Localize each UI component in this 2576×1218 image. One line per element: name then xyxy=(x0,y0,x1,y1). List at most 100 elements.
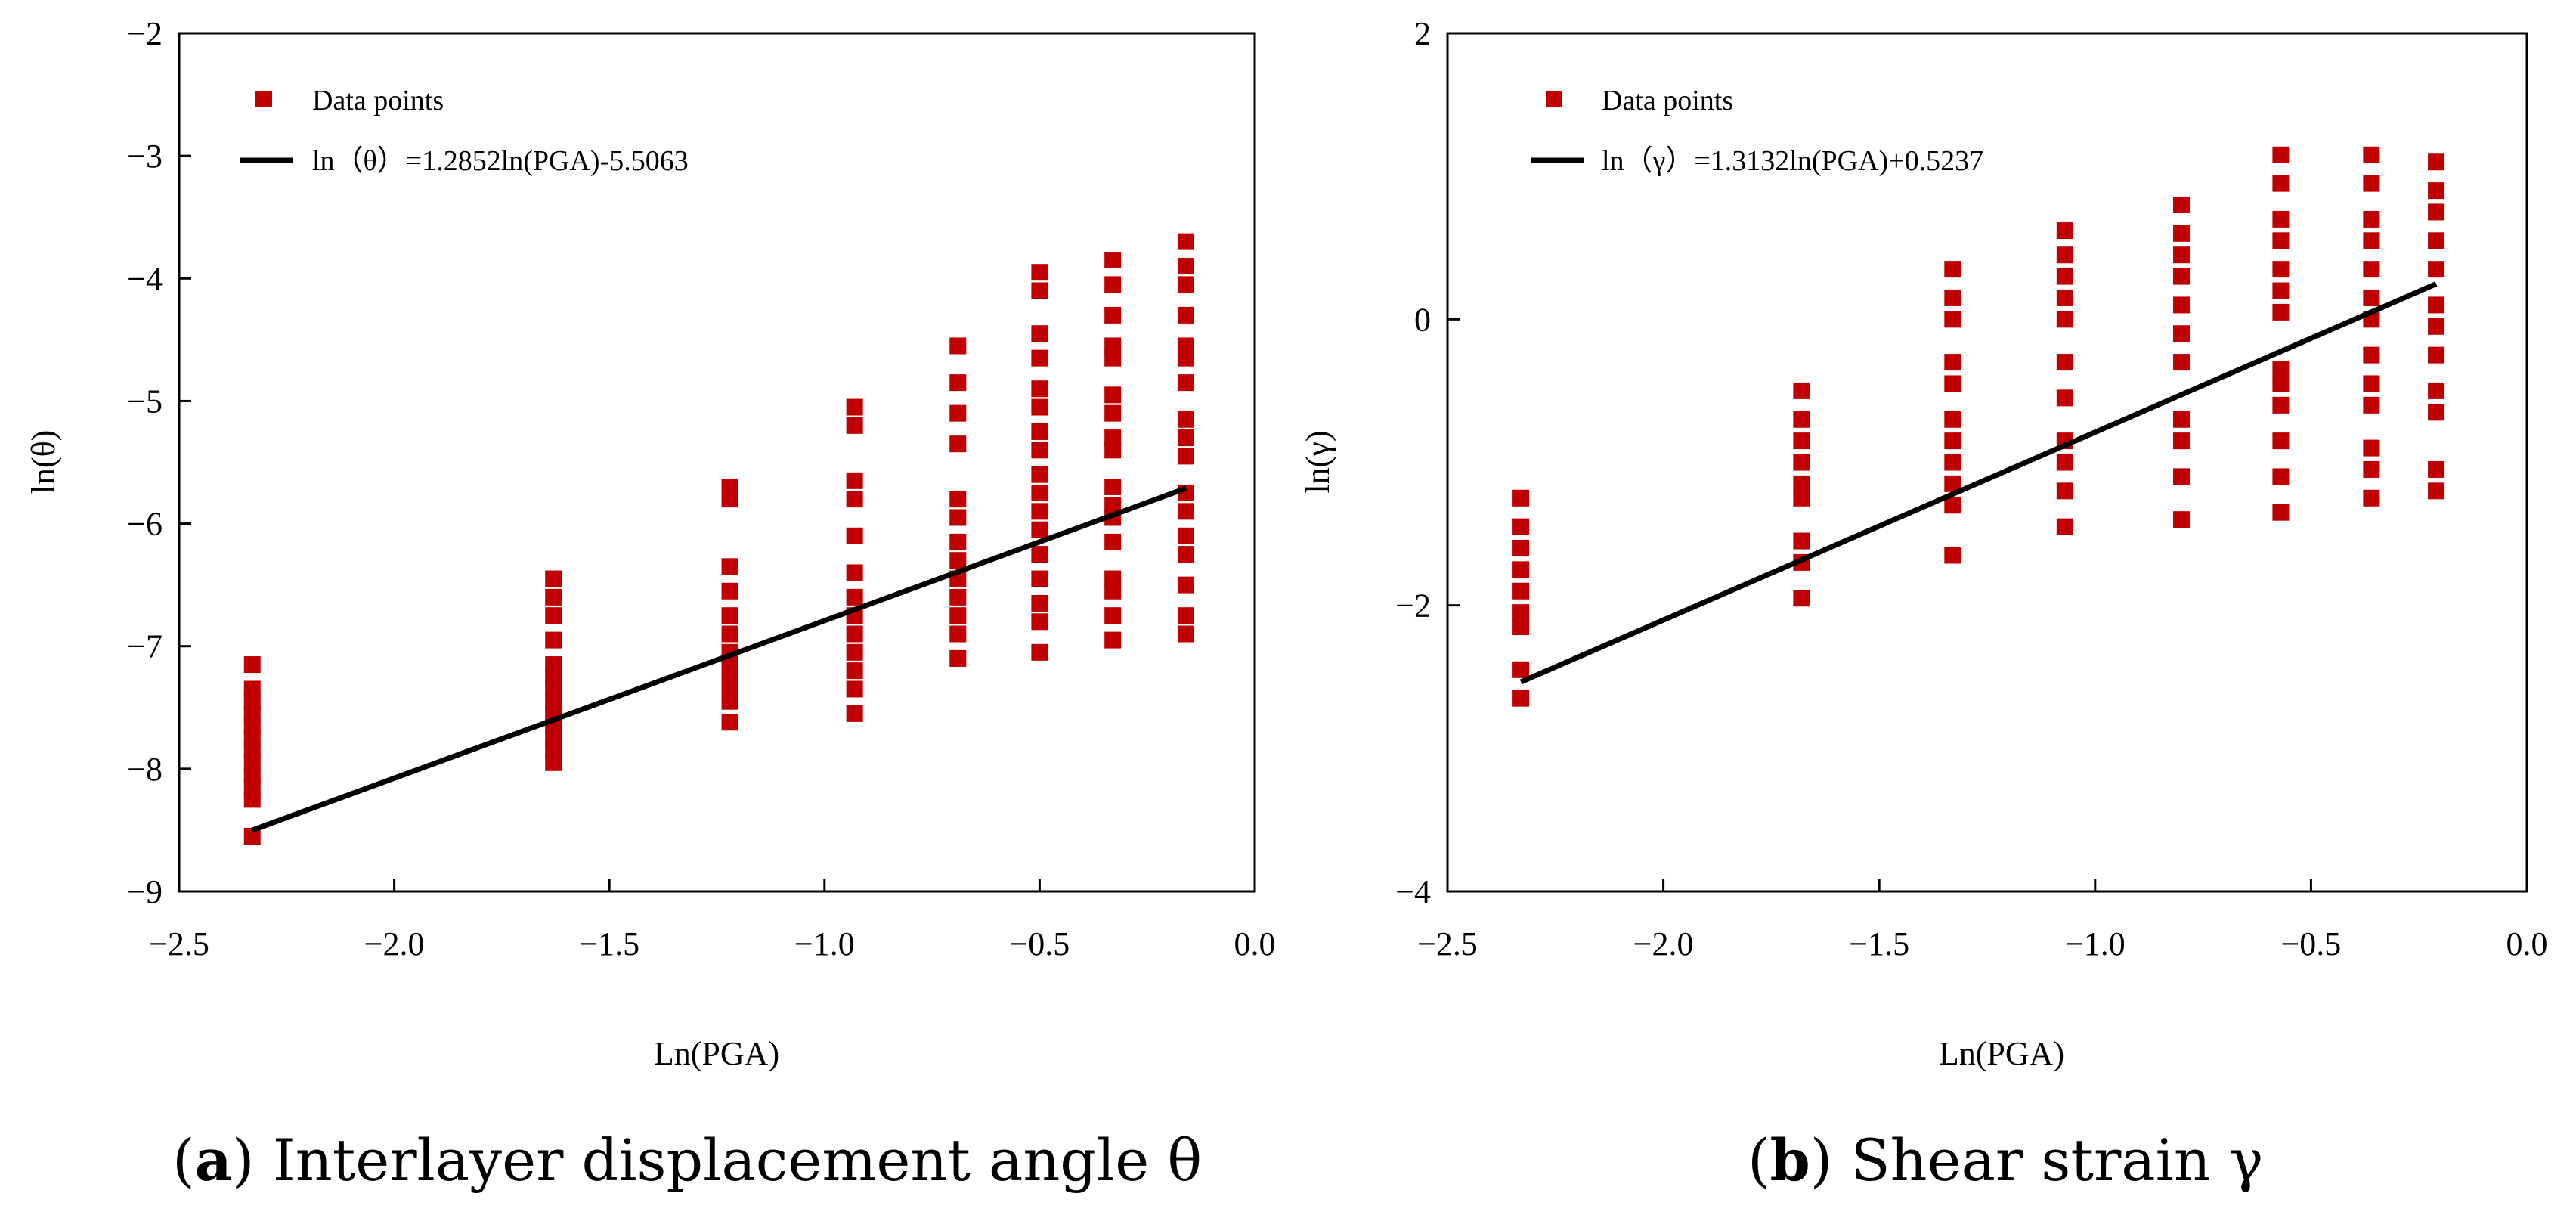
panel-a-data-point xyxy=(1177,374,1194,392)
panel-a-data-point xyxy=(1177,306,1194,324)
panel-a-data-point xyxy=(949,625,967,643)
panel-b-data-point xyxy=(2363,175,2380,192)
panel-a-data-point xyxy=(1031,282,1048,299)
panel-a-data-point xyxy=(1031,485,1048,502)
panel-a-x-tick-label: −2.0 xyxy=(364,925,425,962)
panel-b-data-point xyxy=(2428,296,2445,314)
panel-a-data-point xyxy=(1177,576,1194,594)
panel-a-data-point xyxy=(545,631,562,649)
panel-b-data-point xyxy=(1512,582,1530,600)
panel-a-legend-line-label: ln（θ）=1.2852ln(PGA)-5.5063 xyxy=(312,145,689,177)
panel-b-data-point xyxy=(2428,153,2445,171)
panel-b-data-point xyxy=(1512,540,1530,556)
panel-b-data-point xyxy=(1944,261,1961,278)
panel-b-data-point xyxy=(1944,354,1961,371)
panel-b-data-point xyxy=(2363,346,2380,364)
panel-a-data-point xyxy=(846,625,863,643)
panel-a-data-point xyxy=(1177,625,1194,643)
panel-a-data-point xyxy=(1104,442,1122,459)
panel-b-data-point xyxy=(2272,468,2290,485)
panel-a-data-point xyxy=(1177,411,1194,428)
panel-a-data-point xyxy=(846,662,863,680)
panel-a-data-point xyxy=(1031,521,1048,538)
panel-b-data-point xyxy=(1793,532,1810,550)
panel-a-y-tick-label: −3 xyxy=(127,138,163,175)
panel-b-caption-text: Shear strain γ xyxy=(1832,1127,2264,1194)
panel-a-data-point xyxy=(1104,251,1122,268)
panel-b-data-point xyxy=(2272,175,2290,192)
panel-a-data-point xyxy=(1177,429,1194,447)
panel-b-data-point xyxy=(2272,210,2290,228)
panel-a-y-axis: −9 −8 −7 −6 −5 −4 −3 −2 xyxy=(127,15,191,910)
panel-a-data-point xyxy=(846,680,863,698)
panel-b-data-point xyxy=(2056,354,2073,371)
panel-b-data-point xyxy=(2363,460,2380,478)
panel-b-data-point xyxy=(2173,432,2191,450)
panel-b-x-axis-label: Ln(PGA) xyxy=(1939,1035,2064,1072)
panel-b-data-point xyxy=(1793,489,1810,507)
panel-a-x-tick-label: −1.5 xyxy=(579,925,639,962)
panel-a-data-point xyxy=(949,404,967,422)
panel-b-data-point xyxy=(2173,197,2191,213)
panel-b-data-point xyxy=(2363,146,2380,163)
panel-b-data-point xyxy=(1793,382,1810,399)
panel-a-y-tick-label: −7 xyxy=(127,628,163,665)
panel-b-caption: (b) Shear strain γ xyxy=(1748,1127,2264,1194)
panel-b-data-point xyxy=(2363,375,2380,392)
panel-b-data-point xyxy=(2428,382,2445,399)
panel-b-data-point xyxy=(2428,404,2445,421)
panel-a-data-point xyxy=(1031,503,1048,520)
panel-a-x-axis: −2.5 −2.0 −1.5 −1.0 −0.5 0.0 xyxy=(149,879,1276,962)
panel-a-fit-line-group xyxy=(251,485,1187,833)
panel-b-data-point xyxy=(1793,432,1810,450)
panel-a-data-point xyxy=(1104,386,1122,404)
panel-a-data-point xyxy=(545,607,562,624)
panel-b-y-tick-label: 2 xyxy=(1414,15,1431,52)
panel-b-data-point xyxy=(2056,311,2073,328)
panel-a-data-point xyxy=(1177,607,1194,624)
panel-a-y-tick-label: −4 xyxy=(127,260,163,297)
panel-a-data-point xyxy=(1104,306,1122,324)
panel-a-data-point xyxy=(1031,546,1048,563)
panel-b-data-point xyxy=(1944,375,1961,392)
panel-b-legend: Data points ln（γ）=1.3132ln(PGA)+0.5237 xyxy=(1531,85,1983,177)
panel-a-x-tick-label: −2.5 xyxy=(149,925,209,962)
panel-b-data-point xyxy=(1944,311,1961,328)
panel-b-x-tick-label: −2.0 xyxy=(1633,925,1694,962)
panel-b-data-point xyxy=(2173,325,2191,342)
panel-b-data-point xyxy=(2056,518,2073,535)
panel-b-data-point xyxy=(1793,411,1810,428)
panel-b-data-point xyxy=(2363,439,2380,457)
panel-b-legend-marker-square xyxy=(1546,91,1562,107)
panel-b-plot-frame xyxy=(1446,32,2528,893)
panel-a-data-point xyxy=(1104,478,1122,495)
panel-b-data-point xyxy=(2428,346,2445,364)
panel-a-chart: −9 −8 −7 −6 −5 −4 −3 −2 −2.5 −2.0 −1.5 −1.0 −0.5 0.0… xyxy=(25,15,1276,1072)
panel-b-data-point xyxy=(2056,268,2073,285)
panel-a-data-point xyxy=(1031,264,1048,281)
panel-a-data-point xyxy=(846,472,863,489)
panel-a-y-tick-label: −8 xyxy=(127,751,163,788)
panel-b-data-point xyxy=(2173,225,2191,242)
panel-a-data-point xyxy=(721,607,738,624)
panel-b-data-point xyxy=(2428,182,2445,200)
panel-b-data-point xyxy=(1944,411,1961,428)
panel-b-data-point xyxy=(2428,261,2445,278)
panel-a-data-point xyxy=(545,754,562,771)
panel-a-data-point xyxy=(949,552,967,569)
panel-b-y-tick-label: −2 xyxy=(1395,587,1431,624)
panel-b-data-point xyxy=(2056,289,2073,306)
panel-a-data-point xyxy=(949,649,967,667)
panel-a-data-point xyxy=(846,564,863,581)
panel-a-data-point xyxy=(1031,570,1048,587)
panel-b-data-point xyxy=(2363,396,2380,414)
panel-a-x-tick-label: 0.0 xyxy=(1234,925,1276,962)
panel-b-data-point xyxy=(1512,690,1530,707)
panel-b-data-point xyxy=(1793,475,1810,492)
panel-b-data-point xyxy=(2173,296,2191,314)
panel-b-x-tick-label: 0.0 xyxy=(2506,925,2548,962)
panel-b-y-tick-label: −4 xyxy=(1395,873,1431,910)
panel-a-legend-points-label: Data points xyxy=(312,85,444,116)
panel-b-data-point xyxy=(1512,561,1530,578)
panel-a-data-point xyxy=(721,693,738,710)
